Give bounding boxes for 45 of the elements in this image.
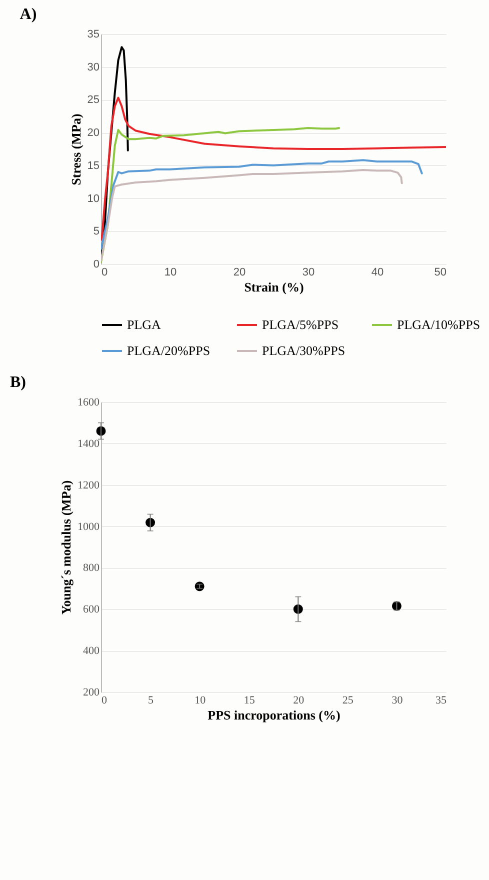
- x-axis-title: PPS incroporations (%): [208, 708, 340, 722]
- y-tick-label: 200: [83, 686, 100, 698]
- legend-label: PLGA: [127, 317, 162, 332]
- x-tick-label: 10: [164, 266, 177, 278]
- x-tick-label: 20: [293, 694, 305, 706]
- y-tick-label: 15: [87, 160, 100, 172]
- legend-label: PLGA/30%PPS: [262, 343, 346, 358]
- x-tick-label: 25: [342, 694, 354, 706]
- legend-label: PLGA/20%PPS: [127, 343, 210, 358]
- x-tick-label: 30: [392, 694, 404, 706]
- y-tick-label: 20: [87, 127, 100, 140]
- y-tick-label: 1200: [78, 479, 100, 492]
- y-tick-label: 600: [83, 604, 100, 616]
- y-tick-label: 30: [87, 61, 100, 74]
- y-tick-label: 1000: [78, 520, 100, 533]
- x-tick-label: 40: [371, 266, 384, 278]
- x-tick-label: 5: [148, 694, 154, 706]
- y-tick-label: 10: [87, 192, 100, 205]
- x-tick-label: 10: [194, 694, 206, 706]
- y-axis-title: Stress (MPa): [68, 114, 84, 186]
- line-series: [101, 96, 446, 241]
- x-tick-label: 0: [102, 266, 108, 278]
- line-series: [101, 169, 403, 262]
- x-tick-label: 50: [434, 266, 446, 278]
- chart-title: B): [10, 374, 26, 391]
- line-series: [101, 126, 340, 264]
- x-tick-label: 30: [302, 266, 315, 278]
- y-tick-label: 400: [83, 645, 100, 658]
- y-tick-label: 1400: [78, 438, 100, 450]
- y-tick-label: 1600: [78, 396, 100, 408]
- chart-title: A): [20, 6, 37, 23]
- y-tick-label: 35: [87, 28, 100, 40]
- x-axis-title: Strain (%): [244, 280, 304, 294]
- legend-label: PLGA/5%PPS: [262, 317, 339, 332]
- y-tick-label: 5: [93, 226, 100, 238]
- y-axis-title: Young´s modulus (MPa): [58, 480, 74, 615]
- y-tick-label: 800: [83, 562, 100, 574]
- x-tick-label: 35: [436, 694, 447, 706]
- line-series: [101, 159, 423, 250]
- x-tick-label: 0: [102, 694, 108, 706]
- x-tick-label: 15: [244, 694, 256, 706]
- y-tick-label: 25: [87, 94, 100, 106]
- y-tick-label: 0: [93, 258, 100, 270]
- x-tick-label: 20: [233, 266, 246, 278]
- legend-label: PLGA/10%PPS: [397, 317, 480, 332]
